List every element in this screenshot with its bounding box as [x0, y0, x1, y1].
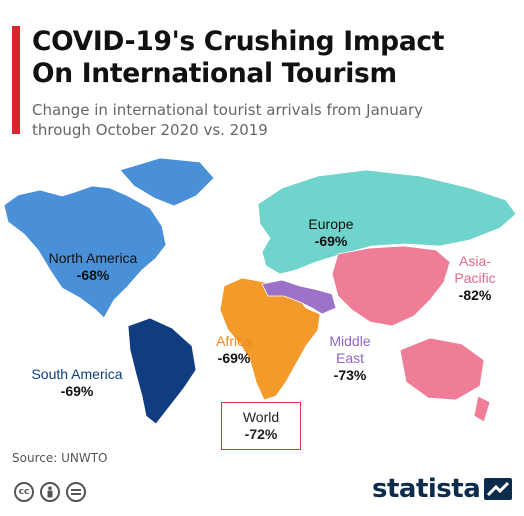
region-label-europe: Europe -69% — [308, 216, 353, 249]
world-map: North America -68% South America -69% Europe… — [3, 157, 517, 425]
region-south-america — [127, 317, 197, 425]
region-value: -69% — [61, 383, 94, 399]
region-value: -82% — [459, 287, 492, 303]
region-label-africa: Africa -69% — [216, 333, 252, 366]
by-icon — [40, 482, 60, 502]
title-accent-bar — [12, 26, 20, 134]
region-asia-pacific — [331, 245, 491, 423]
title-line-1: COVID-19's Crushing Impact — [32, 26, 445, 57]
region-label-middle-east: Middle East -73% — [329, 333, 370, 383]
world-total-box: World -72% — [221, 402, 301, 450]
region-value: -68% — [77, 267, 110, 283]
statista-logo: statista — [372, 474, 513, 504]
region-value: -69% — [315, 233, 348, 249]
region-north-america — [3, 157, 215, 319]
region-middle-east — [261, 279, 337, 315]
subtitle-line-1: Change in international tourist arrivals… — [32, 101, 424, 119]
subtitle-line-2: through October 2020 vs. 2019 — [32, 121, 268, 139]
world-value: -72% — [244, 426, 278, 442]
source-note: Source: UNWTO — [12, 451, 108, 465]
statista-logo-icon — [484, 478, 513, 500]
region-label-asia-pacific: Asia-Pacific -82% — [454, 253, 495, 303]
region-value: -69% — [218, 350, 251, 366]
license-icons: cc — [14, 482, 86, 502]
chart-subtitle: Change in international tourist arrivals… — [32, 100, 502, 140]
nd-icon — [66, 482, 86, 502]
cc-icon: cc — [14, 482, 34, 502]
region-label-south-america: South America -69% — [31, 366, 122, 399]
region-value: -73% — [334, 367, 367, 383]
chart-title: COVID-19's Crushing Impact On Internatio… — [32, 26, 512, 90]
world-label: World — [242, 409, 280, 425]
region-label-north-america: North America -68% — [49, 250, 138, 283]
title-line-2: On International Tourism — [32, 58, 397, 89]
statista-logo-text: statista — [372, 474, 481, 504]
region-europe — [257, 169, 517, 275]
